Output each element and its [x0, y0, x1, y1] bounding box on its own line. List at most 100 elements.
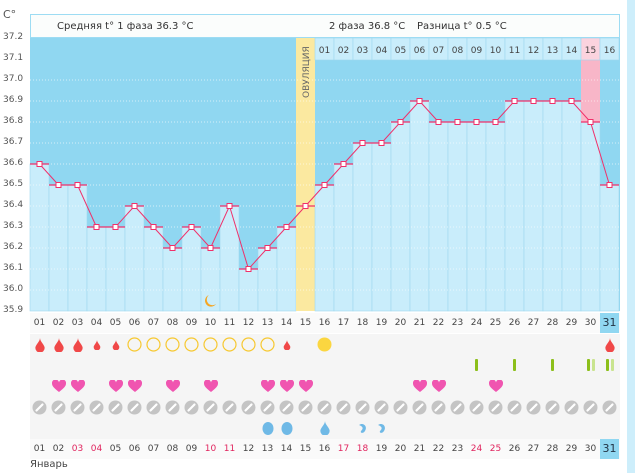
empty-cell[interactable]	[410, 334, 429, 355]
day-label[interactable]: 07	[147, 318, 160, 328]
pill-icon[interactable]	[486, 397, 505, 418]
day-label[interactable]: 24	[470, 318, 483, 328]
heart-icon[interactable]	[106, 376, 125, 397]
empty-cell[interactable]	[334, 418, 353, 439]
empty-cell[interactable]	[410, 418, 429, 439]
empty-cell[interactable]	[562, 418, 581, 439]
empty-cell[interactable]	[68, 418, 87, 439]
day-label[interactable]: 11	[223, 318, 236, 328]
empty-cell[interactable]	[372, 355, 391, 376]
empty-cell[interactable]	[87, 376, 106, 397]
pill-icon[interactable]	[600, 397, 619, 418]
day-label[interactable]: 03	[71, 318, 84, 328]
empty-cell[interactable]	[486, 334, 505, 355]
bleeding-drop-icon[interactable]	[49, 334, 68, 355]
empty-cell[interactable]	[543, 418, 562, 439]
day-label[interactable]: 09	[185, 318, 198, 328]
pill-icon[interactable]	[448, 397, 467, 418]
day-label[interactable]: 17	[337, 444, 350, 454]
bleeding-drop-icon[interactable]	[68, 334, 87, 355]
empty-cell[interactable]	[163, 355, 182, 376]
day-label[interactable]: 29	[565, 318, 578, 328]
empty-cell[interactable]	[353, 376, 372, 397]
empty-cell[interactable]	[220, 355, 239, 376]
fertile-circle-icon[interactable]	[201, 334, 220, 355]
empty-cell[interactable]	[106, 355, 125, 376]
pill-icon[interactable]	[163, 397, 182, 418]
empty-cell[interactable]	[201, 355, 220, 376]
empty-cell[interactable]	[581, 418, 600, 439]
pill-icon[interactable]	[315, 397, 334, 418]
empty-cell[interactable]	[106, 418, 125, 439]
empty-cell[interactable]	[87, 418, 106, 439]
day-label[interactable]: 01	[33, 444, 46, 454]
fertile-circle-icon[interactable]	[182, 334, 201, 355]
heart-icon[interactable]	[201, 376, 220, 397]
empty-cell[interactable]	[448, 355, 467, 376]
heart-icon[interactable]	[258, 376, 277, 397]
day-label[interactable]: 27	[527, 318, 540, 328]
heart-icon[interactable]	[486, 376, 505, 397]
bleeding-drop-icon[interactable]	[87, 334, 106, 355]
heart-icon[interactable]	[125, 376, 144, 397]
pill-icon[interactable]	[543, 397, 562, 418]
day-label[interactable]: 26	[508, 444, 521, 454]
empty-cell[interactable]	[144, 355, 163, 376]
empty-cell[interactable]	[562, 376, 581, 397]
pill-icon[interactable]	[239, 397, 258, 418]
heart-icon[interactable]	[410, 376, 429, 397]
fertile-circle-icon[interactable]	[220, 334, 239, 355]
empty-cell[interactable]	[315, 355, 334, 376]
day-label[interactable]: 06	[128, 444, 141, 454]
pill-icon[interactable]	[125, 397, 144, 418]
pill-icon[interactable]	[429, 397, 448, 418]
empty-cell[interactable]	[448, 376, 467, 397]
day-label[interactable]: 18	[356, 318, 369, 328]
empty-cell[interactable]	[30, 376, 49, 397]
discharge-swirl-icon[interactable]	[353, 418, 372, 439]
pill-icon[interactable]	[467, 397, 486, 418]
empty-cell[interactable]	[125, 355, 144, 376]
bleeding-drop-icon[interactable]	[600, 334, 619, 355]
day-label[interactable]: 27	[527, 444, 540, 454]
empty-cell[interactable]	[391, 418, 410, 439]
discharge-egg-icon[interactable]	[277, 418, 296, 439]
empty-cell[interactable]	[182, 376, 201, 397]
empty-cell[interactable]	[429, 334, 448, 355]
day-label[interactable]: 31	[600, 313, 619, 333]
day-label[interactable]: 17	[337, 318, 350, 328]
empty-cell[interactable]	[201, 418, 220, 439]
day-label[interactable]: 08	[166, 444, 179, 454]
day-label[interactable]: 22	[432, 318, 445, 328]
pill-icon[interactable]	[277, 397, 296, 418]
pill-icon[interactable]	[372, 397, 391, 418]
pill-icon[interactable]	[581, 397, 600, 418]
day-label[interactable]: 29	[565, 444, 578, 454]
pill-icon[interactable]	[68, 397, 87, 418]
fertile-circle-icon[interactable]	[163, 334, 182, 355]
day-label[interactable]: 03	[71, 444, 84, 454]
empty-cell[interactable]	[144, 376, 163, 397]
heart-icon[interactable]	[429, 376, 448, 397]
heart-icon[interactable]	[277, 376, 296, 397]
day-label[interactable]: 28	[546, 318, 559, 328]
day-label[interactable]: 14	[280, 444, 293, 454]
empty-cell[interactable]	[486, 355, 505, 376]
day-label[interactable]: 04	[90, 444, 103, 454]
day-label[interactable]: 26	[508, 318, 521, 328]
empty-cell[interactable]	[505, 376, 524, 397]
empty-cell[interactable]	[353, 355, 372, 376]
empty-cell[interactable]	[543, 376, 562, 397]
day-label[interactable]: 07	[147, 444, 160, 454]
fertile-circle-icon[interactable]	[258, 334, 277, 355]
day-label[interactable]: 12	[242, 444, 255, 454]
day-label[interactable]: 10	[204, 318, 217, 328]
pill-icon[interactable]	[87, 397, 106, 418]
day-label[interactable]: 20	[394, 444, 407, 454]
day-label[interactable]: 01	[33, 318, 46, 328]
day-label[interactable]: 05	[109, 444, 122, 454]
empty-cell[interactable]	[562, 355, 581, 376]
empty-cell[interactable]	[410, 355, 429, 376]
day-label[interactable]: 21	[413, 318, 426, 328]
empty-cell[interactable]	[391, 355, 410, 376]
